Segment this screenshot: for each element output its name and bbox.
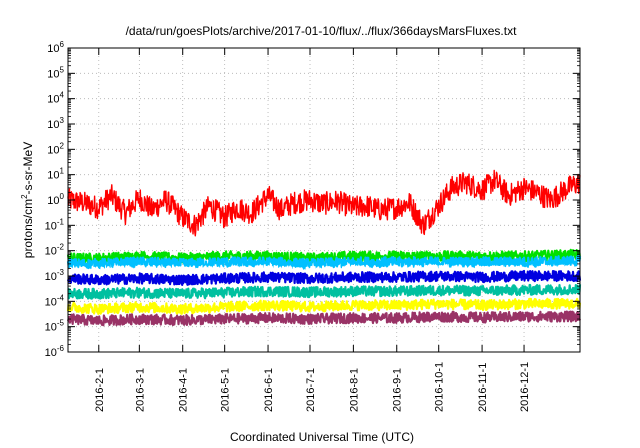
y-tick-label: 102 <box>47 141 64 156</box>
y-tick-label: 10-1 <box>45 217 65 232</box>
y-tick-label: 10-5 <box>45 319 65 334</box>
axis-ticks <box>68 47 580 353</box>
x-tick-label: 2016-10-1 <box>434 362 446 412</box>
x-tick-label: 2016-12-1 <box>519 362 531 412</box>
y-axis-label-sup: 2 <box>20 194 29 199</box>
x-tick-label: 2016-6-1 <box>263 368 275 412</box>
x-tick-label: 2016-7-1 <box>305 368 317 412</box>
x-tick-label: 2016-8-1 <box>348 368 360 412</box>
chart-title: /data/run/goesPlots/archive/2017-01-10/f… <box>126 24 518 38</box>
x-tick-label: 2016-5-1 <box>220 368 232 412</box>
x-tick-label: 2016-9-1 <box>392 368 404 412</box>
y-axis-label-post: -s-sr-MeV <box>21 142 35 195</box>
y-tick-label: 103 <box>47 116 64 131</box>
y-tick-label: 10-4 <box>45 293 65 308</box>
series-line <box>66 264 582 278</box>
y-axis-label-pre: protons/cm <box>21 199 35 258</box>
series-line <box>66 269 582 286</box>
y-axis-label: protons/cm2-s-sr-MeV <box>20 142 35 258</box>
y-tick-label: 104 <box>47 91 64 106</box>
y-tick-label: 10-3 <box>45 268 65 283</box>
x-tick-label: 2016-2-1 <box>94 368 106 412</box>
x-tick-label: 2016-4-1 <box>178 368 190 412</box>
x-axis-label: Coordinated Universal Time (UTC) <box>230 430 414 444</box>
y-tick-label: 106 <box>47 40 64 55</box>
series-line <box>67 283 582 300</box>
series-line <box>66 297 582 315</box>
y-tick-label: 10-6 <box>45 344 65 359</box>
y-tick-label: 100 <box>47 192 64 207</box>
y-tick-label: 101 <box>47 167 64 182</box>
y-tick-label: 105 <box>47 65 64 80</box>
y-tick-labels: 10-6 10-5 10-4 10-3 10-2 10-1 100 101 102 103 104 1… <box>45 40 65 359</box>
series-group <box>66 169 582 327</box>
x-tick-label: 2016-3-1 <box>134 368 146 412</box>
series-line <box>67 169 581 237</box>
x-tick-label: 2016-11-1 <box>477 363 489 412</box>
x-tick-labels: 2016-2-1 2016-3-1 2016-4-1 2016-5-1 2016-6-1… <box>94 362 531 412</box>
series-line <box>66 310 582 327</box>
y-tick-label: 10-2 <box>45 243 65 258</box>
